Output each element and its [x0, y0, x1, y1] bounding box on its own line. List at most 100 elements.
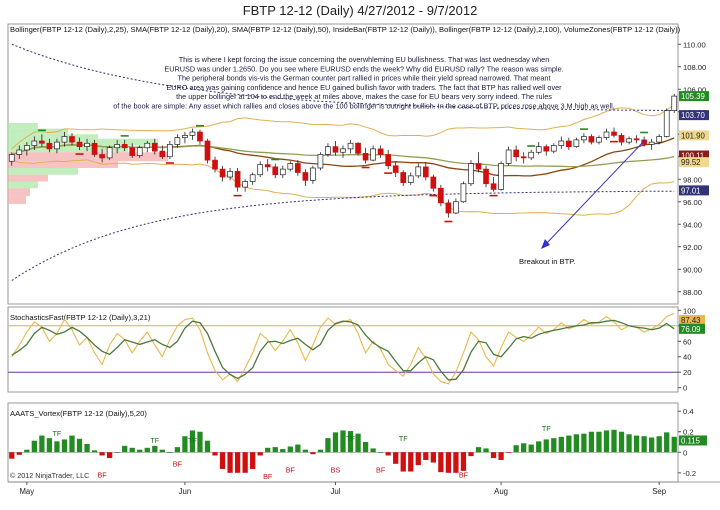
candle — [528, 150, 535, 161]
candle — [543, 144, 550, 156]
candle — [294, 160, 301, 176]
vortex-panel-header: AAATS_Vortex(FBTP 12-12 (Daily),5,20) — [10, 409, 147, 418]
vortex-bar — [664, 432, 670, 453]
candle-body — [468, 163, 474, 185]
candle-body — [377, 148, 384, 155]
vortex-bar — [370, 448, 376, 453]
candle-body — [671, 95, 678, 111]
candle-body — [618, 135, 625, 143]
vortex-bar — [641, 436, 647, 453]
vortex-bar — [280, 449, 286, 453]
vortex-bar — [378, 452, 384, 453]
price-tag: 100.11 — [679, 150, 709, 161]
vortex-bar — [618, 431, 625, 453]
vortex-bar — [310, 452, 316, 455]
vortex-signal-label: TF — [53, 429, 62, 438]
candle — [54, 138, 60, 154]
candle-body — [31, 140, 38, 146]
vortex-bar — [219, 452, 226, 469]
candle-body — [407, 175, 414, 183]
candle — [550, 143, 557, 154]
vortex-ytick-label: 0.2 — [683, 428, 694, 437]
bollinger100-upper-line — [11, 43, 675, 111]
volume-zone-bar — [8, 134, 98, 139]
candle — [505, 146, 512, 166]
vortex-bar — [393, 452, 399, 464]
candle — [483, 165, 489, 188]
bollinger25-lower-line — [11, 159, 675, 216]
vortex-bar — [16, 452, 22, 455]
price-ytick-label: 92.00 — [683, 243, 702, 252]
candle — [392, 161, 399, 177]
candle — [61, 132, 68, 147]
candle-body — [294, 163, 301, 173]
candle — [249, 172, 256, 185]
candle-body — [189, 131, 196, 136]
price-tag: 103.70 — [679, 110, 709, 121]
candle-body — [332, 146, 339, 153]
vortex-bar — [99, 452, 105, 456]
candle — [581, 133, 587, 144]
candle — [234, 168, 241, 192]
volume-zone-bar — [8, 168, 78, 175]
vortex-signal-label: BF — [376, 466, 386, 475]
candle-body — [317, 154, 324, 169]
stoch-ytick-label: 100 — [683, 306, 696, 315]
candle-body — [370, 148, 376, 161]
candle — [91, 139, 98, 157]
candle-body — [581, 136, 587, 141]
candle-body — [340, 148, 346, 153]
candle-body — [498, 163, 504, 190]
annotation-line: The peripheral bonds vis-vis the German … — [178, 74, 551, 83]
candle — [370, 145, 376, 162]
candle-body — [61, 136, 68, 143]
vortex-bar — [626, 434, 632, 453]
vortex-bar — [573, 434, 580, 453]
vortex-bar — [31, 440, 37, 453]
vortex-bar — [423, 452, 429, 460]
vortex-bar — [656, 436, 662, 453]
candle — [513, 145, 519, 162]
candle-body — [392, 165, 399, 173]
vortex-bar — [317, 449, 324, 453]
vortex-bar — [355, 433, 361, 453]
candle-body — [287, 163, 294, 170]
candle — [656, 134, 663, 145]
volume-zone-bar — [8, 174, 48, 182]
stoch-ytick-label: 20 — [683, 368, 691, 377]
candle-body — [264, 164, 271, 168]
volume-zone-bar — [8, 152, 168, 162]
price-tag-bg — [679, 157, 709, 168]
candle-body — [520, 156, 527, 159]
candle — [212, 156, 218, 173]
vortex-signal-label: BF — [459, 471, 469, 480]
candle-body — [445, 202, 452, 214]
candle — [453, 198, 459, 215]
candle — [340, 145, 346, 158]
candle — [151, 138, 158, 155]
vortex-bar — [257, 452, 263, 456]
candle — [626, 136, 632, 145]
candle — [279, 165, 286, 179]
candle — [136, 145, 143, 158]
vortex-signal-label: BF — [286, 466, 296, 475]
vortex-signal-label: TF — [188, 436, 197, 445]
candle-body — [151, 142, 158, 152]
candle — [648, 138, 655, 150]
x-tick-label: Aug — [494, 487, 508, 496]
candle-body — [257, 164, 264, 176]
candle — [415, 163, 422, 179]
candle-body — [136, 147, 143, 156]
candle-body — [453, 201, 459, 214]
vortex-bar — [633, 435, 640, 453]
vortex-bar — [295, 444, 301, 453]
candle — [8, 152, 15, 166]
vortex-bar — [445, 452, 452, 473]
copyright-label: © 2012 NinjaTrader, LLC — [10, 471, 89, 480]
candle-body — [663, 110, 670, 137]
candle-body — [422, 166, 429, 178]
candle — [332, 141, 339, 156]
vortex-bar — [513, 445, 519, 453]
vortex-bar — [325, 438, 331, 453]
